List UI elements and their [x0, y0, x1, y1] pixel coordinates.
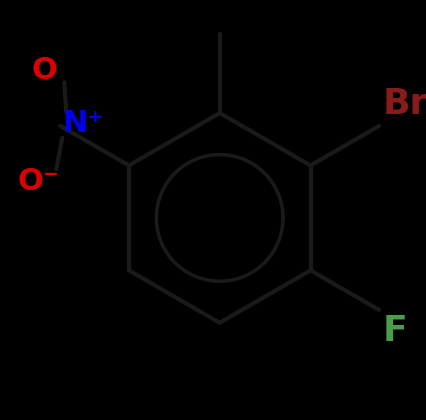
Text: N⁺: N⁺ [62, 109, 104, 139]
Text: F: F [382, 314, 407, 348]
Text: O: O [32, 56, 57, 85]
Text: Br: Br [382, 87, 426, 121]
Text: O⁻: O⁻ [17, 167, 59, 196]
